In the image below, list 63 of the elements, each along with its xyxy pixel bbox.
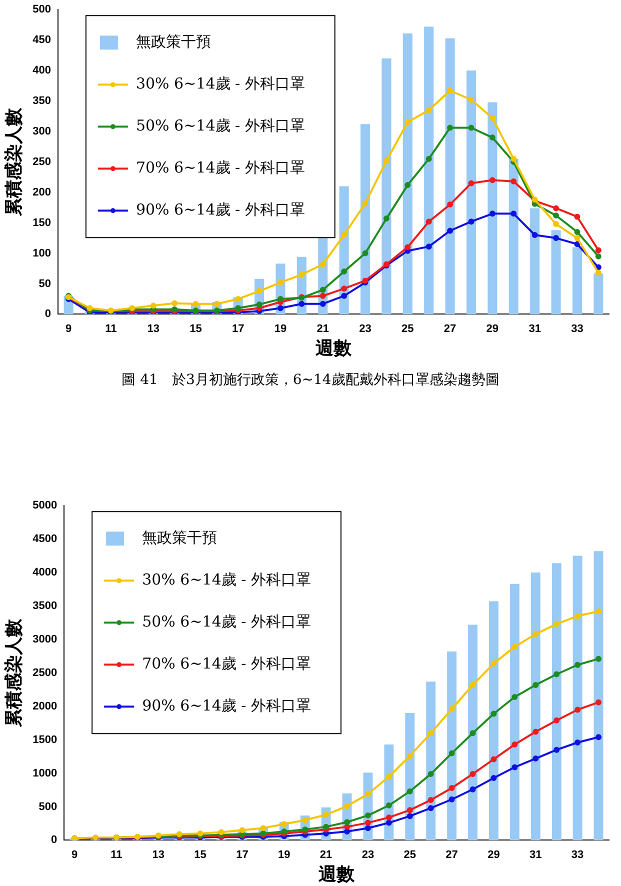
- caption: 圖 41 於3月初施行政策，6~14歲配戴外科口罩感染趨勢圖: [120, 371, 500, 390]
- y-tick-label: 400: [32, 64, 51, 77]
- y-axis-title: 累積感染人數: [3, 106, 24, 217]
- y-tick-label: 50: [38, 278, 51, 290]
- y-tick-label: 500: [38, 800, 58, 813]
- x-tick-label: 27: [444, 322, 456, 335]
- x-tick-label: 13: [152, 848, 165, 861]
- y-tick-label: 1500: [32, 734, 58, 746]
- x-tick-label: 27: [446, 848, 458, 861]
- x-tick-label: 21: [316, 322, 330, 335]
- x-tick-label: 19: [274, 322, 287, 335]
- x-tick-label: 17: [236, 848, 248, 861]
- x-tick-label: 11: [105, 322, 117, 335]
- y-tick-label: 300: [32, 125, 51, 138]
- x-tick-label: 9: [71, 848, 78, 861]
- y-tick-label: 150: [32, 216, 51, 229]
- legend-label: 90% 6~14歲 - 外科口罩: [136, 200, 305, 218]
- x-tick-label: 15: [190, 322, 202, 335]
- x-tick-label: 25: [402, 322, 414, 335]
- x-tick-label: 19: [278, 848, 290, 861]
- legend-label: 無政策干預: [136, 32, 211, 50]
- legend-label: 90% 6~14歲 - 外科口罩: [142, 696, 311, 714]
- y-tick-label: 350: [32, 95, 51, 108]
- y-tick-label: 500: [32, 4, 51, 16]
- x-tick-label: 13: [147, 322, 160, 335]
- y-tick-label: 4000: [32, 566, 58, 579]
- y-tick-label: 2000: [32, 700, 58, 712]
- x-tick-label: 33: [571, 322, 584, 335]
- x-tick-label: 17: [232, 322, 244, 335]
- legend-label: 50% 6~14歲 - 外科口罩: [142, 612, 311, 630]
- x-tick-label: 29: [486, 322, 499, 335]
- legend-label: 50% 6~14歲 - 外科口罩: [136, 116, 305, 134]
- legend-label: 30% 6~14歲 - 外科口罩: [142, 570, 311, 588]
- x-tick-label: 23: [359, 322, 372, 335]
- y-tick-label: 0: [50, 834, 58, 846]
- y-tick-label: 2500: [32, 666, 58, 679]
- x-axis-title: 週數: [318, 864, 356, 885]
- x-tick-label: 15: [194, 848, 206, 861]
- x-tick-label: 31: [528, 322, 541, 335]
- x-tick-label: 9: [65, 322, 72, 335]
- x-tick-label: 29: [488, 848, 500, 861]
- legend-label: 無政策干預: [142, 528, 218, 546]
- y-tick-label: 0: [44, 308, 51, 320]
- y-tick-label: 250: [32, 156, 51, 168]
- y-tick-label: 200: [32, 186, 51, 198]
- y-tick-label: 450: [32, 34, 51, 46]
- y-tick-label: 3000: [32, 633, 58, 646]
- y-axis-title: 累積感染人數: [3, 618, 24, 728]
- x-tick-label: 31: [530, 848, 542, 861]
- legend-label: 70% 6~14歲 - 外科口罩: [136, 158, 305, 176]
- x-tick-label: 25: [404, 848, 416, 861]
- x-tick-label: 21: [320, 848, 332, 861]
- y-tick-label: 4500: [32, 533, 58, 546]
- y-tick-label: 1000: [32, 767, 58, 780]
- y-tick-label: 100: [32, 247, 51, 260]
- legend-label: 30% 6~14歲 - 外科口罩: [136, 74, 305, 92]
- x-tick-label: 23: [362, 848, 374, 861]
- legend-label: 70% 6~14歲 - 外科口罩: [142, 654, 311, 672]
- x-tick-label: 11: [110, 848, 122, 861]
- y-tick-label: 5000: [32, 500, 58, 512]
- x-tick-label: 33: [571, 848, 584, 861]
- y-tick-label: 3500: [32, 600, 58, 612]
- x-axis-title: 週數: [314, 338, 352, 359]
